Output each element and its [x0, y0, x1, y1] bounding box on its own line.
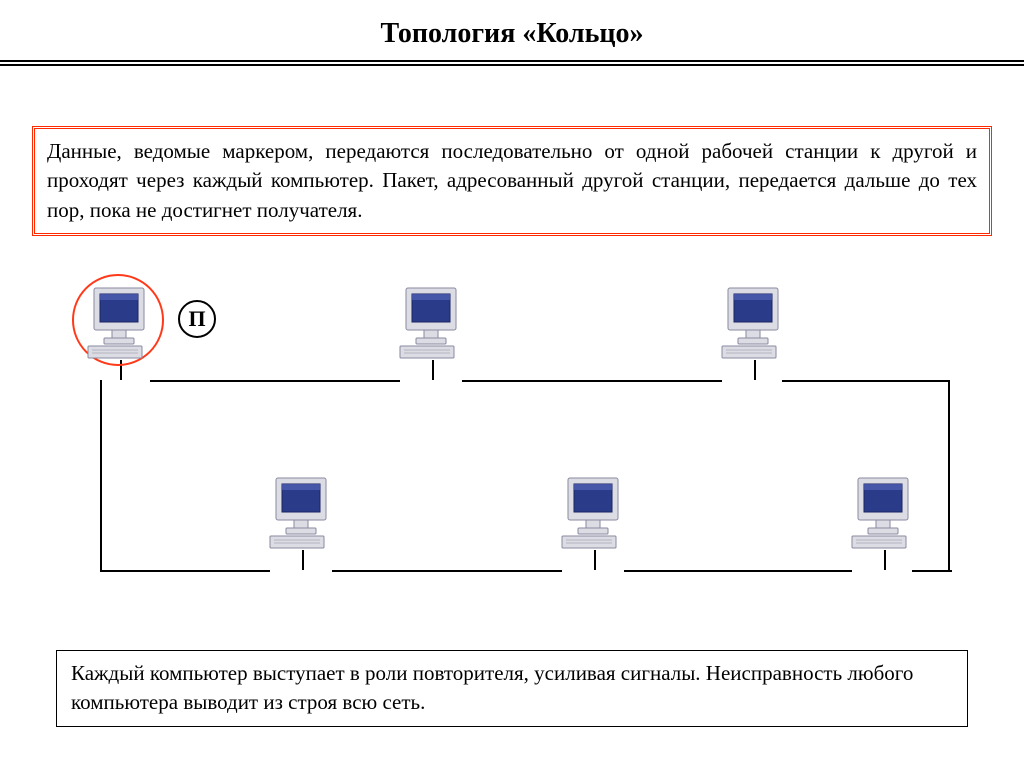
ring-diagram: П: [0, 270, 1024, 590]
bus-line-h: [782, 380, 950, 382]
computer-node-top-mid: [398, 284, 470, 360]
bus-line-h: [150, 380, 400, 382]
computer-icon: [86, 284, 158, 360]
bus-line-h: [624, 570, 852, 572]
computer-icon: [398, 284, 470, 360]
bus-line-h: [462, 380, 722, 382]
computer-node-top-right: [720, 284, 792, 360]
bus-line-v: [948, 380, 950, 570]
info-box-top: Данные, ведомые маркером, передаются пос…: [32, 126, 992, 236]
token-label: П: [178, 300, 216, 338]
connector-line: [302, 550, 304, 570]
bus-line-v: [100, 380, 102, 570]
title-divider: [0, 60, 1024, 66]
computer-icon: [560, 474, 632, 550]
computer-icon: [268, 474, 340, 550]
connector-line: [594, 550, 596, 570]
computer-icon: [720, 284, 792, 360]
connector-line: [754, 360, 756, 380]
info-box-bottom: Каждый компьютер выступает в роли повтор…: [56, 650, 968, 727]
bus-line-h: [912, 570, 952, 572]
bus-line-h: [100, 570, 270, 572]
page-title: Топология «Кольцо»: [0, 0, 1024, 60]
connector-line: [884, 550, 886, 570]
computer-node-top-left: [86, 284, 158, 360]
bus-line-h: [332, 570, 562, 572]
computer-node-bot-mid: [560, 474, 632, 550]
computer-icon: [850, 474, 922, 550]
computer-node-bot-right: [850, 474, 922, 550]
connector-line: [432, 360, 434, 380]
computer-node-bot-left: [268, 474, 340, 550]
